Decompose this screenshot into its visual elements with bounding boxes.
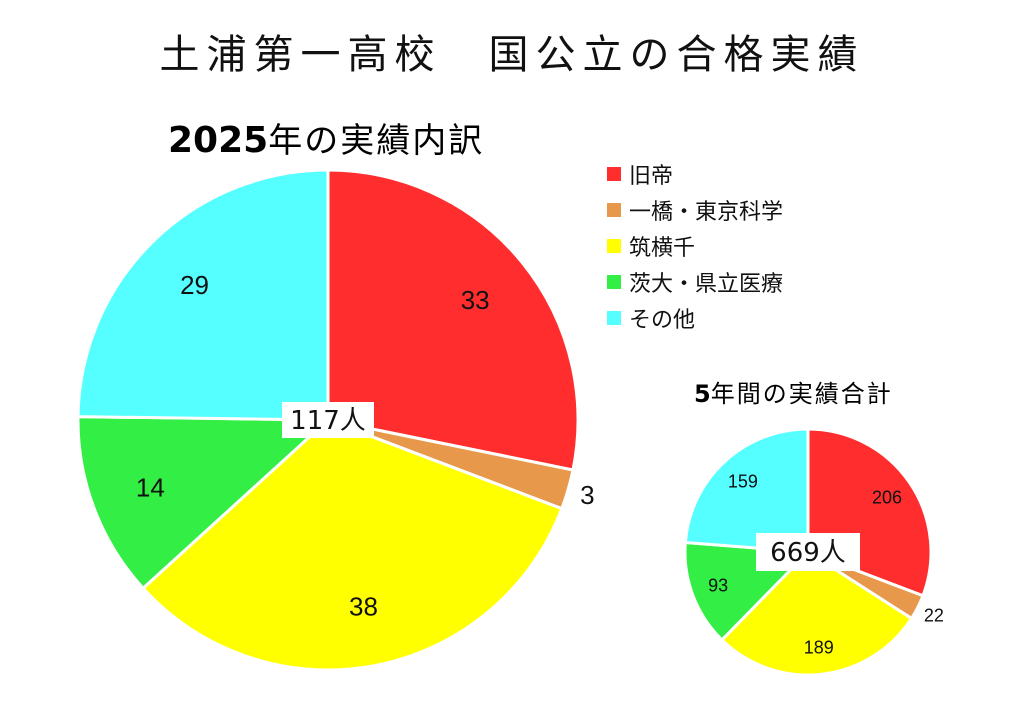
- legend-swatch: [607, 275, 621, 289]
- legend-swatch: [607, 311, 621, 325]
- legend-swatch: [607, 167, 621, 181]
- legend-swatch: [607, 239, 621, 253]
- pie-slice: [76, 168, 330, 422]
- legend-label: 茨大・県立医療: [629, 272, 784, 297]
- legend-label: 旧帝: [629, 164, 674, 189]
- total-label: 117人: [290, 406, 366, 436]
- chart-title-number: 2025: [168, 120, 268, 161]
- slice-value-label: 189: [804, 637, 834, 657]
- slice-value-label: 38: [349, 592, 378, 622]
- page-title: 土浦第一高校 国公立の合格実績: [159, 32, 865, 78]
- pie-chart-2: 5年間の実績合計 206 22 189 93 159 669人: [683, 380, 944, 677]
- slice-value-label: 14: [136, 472, 165, 502]
- chart-title-number: 5: [694, 380, 711, 408]
- legend-item-ibadai: 茨大・県立医療: [607, 264, 783, 300]
- legend-item-hitotsubashi: 一橋・東京科学: [607, 192, 783, 228]
- pie-slice: [326, 168, 580, 472]
- total-label: 669人: [770, 538, 846, 568]
- pie-slice: [76, 415, 332, 591]
- slice-value-label: 93: [708, 576, 728, 596]
- legend-swatch: [607, 203, 621, 217]
- pie-slice: [140, 418, 564, 672]
- chart-title: 2025年の実績内訳: [168, 120, 484, 161]
- chart-title-text: 年間の実績合計: [711, 380, 893, 408]
- legend-item-other: その他: [607, 300, 783, 336]
- chart-title-text: 年の実績内訳: [268, 121, 484, 161]
- total-box: [756, 533, 860, 571]
- legend-label: その他: [629, 308, 696, 333]
- legend: 旧帝 一橋・東京科学 筑横千 茨大・県立医療 その他: [607, 156, 783, 336]
- slice-value-label: 33: [461, 285, 490, 315]
- legend-item-chikuouchi: 筑横千: [607, 228, 783, 264]
- pie-slice: [719, 550, 914, 677]
- slice-value-label: 206: [872, 488, 902, 508]
- slice-value-label: 3: [580, 480, 594, 510]
- legend-label: 一橋・東京科学: [629, 200, 784, 225]
- slice-value-label: 159: [728, 472, 758, 492]
- chart-title: 5年間の実績合計: [694, 380, 893, 408]
- legend-label: 筑横千: [629, 236, 696, 261]
- total-box: [282, 402, 374, 438]
- slice-value-label: 29: [180, 270, 209, 300]
- legend-item-kyutei: 旧帝: [607, 156, 783, 192]
- pie-slice: [683, 427, 810, 554]
- slice-value-label: 22: [924, 606, 944, 626]
